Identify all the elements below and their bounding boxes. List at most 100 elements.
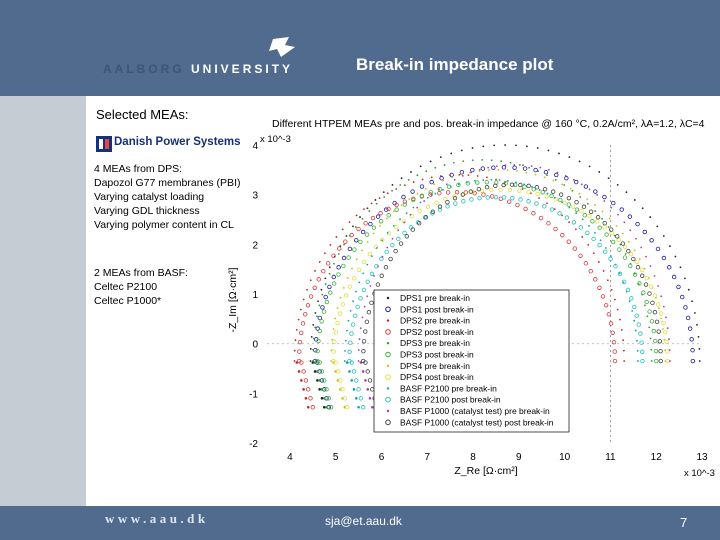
data-point bbox=[367, 378, 373, 383]
data-point bbox=[306, 405, 310, 409]
data-point bbox=[402, 230, 407, 236]
data-point bbox=[668, 349, 671, 351]
data-point bbox=[564, 174, 567, 177]
dps-line: 4 MEAs from DPS: bbox=[94, 163, 183, 175]
data-point bbox=[634, 329, 637, 332]
data-point bbox=[528, 166, 531, 169]
data-point bbox=[459, 170, 465, 175]
data-point bbox=[403, 184, 406, 187]
x-tick-label: 4 bbox=[287, 452, 293, 463]
data-point bbox=[571, 220, 577, 225]
data-point bbox=[366, 263, 369, 266]
data-point bbox=[607, 177, 610, 180]
data-point bbox=[461, 199, 466, 204]
data-point bbox=[419, 184, 425, 189]
data-point bbox=[617, 247, 622, 252]
data-point bbox=[482, 179, 485, 181]
data-point bbox=[361, 217, 364, 220]
data-point bbox=[393, 210, 395, 213]
data-point bbox=[445, 199, 450, 205]
data-point bbox=[556, 171, 559, 174]
data-point bbox=[359, 216, 361, 218]
data-point bbox=[671, 274, 677, 280]
data-point bbox=[369, 285, 372, 287]
data-point bbox=[557, 211, 562, 216]
data-point bbox=[623, 221, 626, 224]
data-point bbox=[558, 192, 564, 197]
data-point bbox=[391, 237, 394, 240]
data-point bbox=[683, 305, 688, 310]
data-point bbox=[374, 199, 377, 201]
data-point bbox=[633, 319, 636, 322]
data-point bbox=[309, 348, 312, 350]
data-point bbox=[373, 275, 375, 277]
data-point bbox=[438, 188, 440, 191]
data-point bbox=[375, 214, 381, 219]
data-point bbox=[536, 147, 539, 149]
data-point bbox=[538, 189, 541, 191]
data-point bbox=[635, 237, 637, 240]
data-point bbox=[407, 178, 410, 181]
data-point bbox=[622, 244, 628, 250]
dps-line: Varying catalyst loading bbox=[94, 191, 205, 203]
data-point bbox=[522, 184, 527, 189]
data-point bbox=[302, 298, 305, 301]
data-point bbox=[320, 305, 325, 310]
data-point bbox=[582, 213, 588, 218]
footer-email[interactable]: sja@et.aau.dk bbox=[325, 514, 402, 528]
data-point bbox=[668, 245, 671, 248]
data-point bbox=[384, 249, 389, 255]
data-point bbox=[355, 304, 360, 310]
data-point bbox=[512, 182, 518, 187]
data-point bbox=[370, 255, 373, 258]
data-point bbox=[320, 388, 324, 391]
data-point bbox=[607, 226, 610, 228]
data-point bbox=[363, 305, 366, 308]
legend-marker bbox=[386, 387, 390, 390]
data-point bbox=[612, 358, 618, 364]
data-point bbox=[450, 152, 453, 155]
data-point bbox=[328, 405, 334, 410]
data-point bbox=[627, 214, 633, 219]
data-point bbox=[608, 227, 614, 232]
data-point bbox=[349, 232, 354, 238]
data-point bbox=[297, 349, 302, 354]
data-point bbox=[419, 165, 422, 168]
data-point bbox=[537, 170, 540, 173]
data-point bbox=[394, 207, 399, 212]
data-point bbox=[603, 200, 606, 202]
footer-url[interactable]: www.aau.dk bbox=[105, 511, 209, 526]
data-point bbox=[468, 189, 473, 194]
data-point bbox=[316, 277, 321, 282]
data-point bbox=[401, 194, 406, 200]
data-point bbox=[512, 165, 517, 170]
data-point bbox=[486, 176, 488, 179]
data-point bbox=[429, 160, 432, 163]
data-point bbox=[610, 288, 613, 291]
data-point bbox=[519, 164, 521, 166]
data-point bbox=[574, 207, 580, 212]
data-point bbox=[351, 369, 357, 374]
data-point bbox=[698, 360, 701, 362]
data-point bbox=[379, 256, 384, 262]
data-point bbox=[360, 405, 366, 410]
data-point bbox=[449, 185, 452, 188]
data-point bbox=[297, 318, 300, 321]
legend-label: DPS1 post break-in bbox=[400, 304, 474, 314]
data-point bbox=[321, 309, 327, 314]
data-point bbox=[622, 255, 628, 260]
data-point bbox=[597, 225, 602, 230]
data-point bbox=[301, 369, 306, 374]
data-point bbox=[530, 165, 533, 168]
data-point bbox=[470, 171, 473, 174]
data-point bbox=[322, 405, 326, 409]
data-point bbox=[615, 234, 620, 239]
data-point bbox=[461, 191, 466, 197]
data-point bbox=[302, 388, 305, 391]
data-point bbox=[386, 213, 391, 218]
data-point bbox=[534, 173, 537, 176]
data-point bbox=[314, 312, 317, 314]
data-point bbox=[604, 232, 609, 237]
data-point bbox=[611, 200, 616, 206]
data-point bbox=[356, 226, 361, 232]
